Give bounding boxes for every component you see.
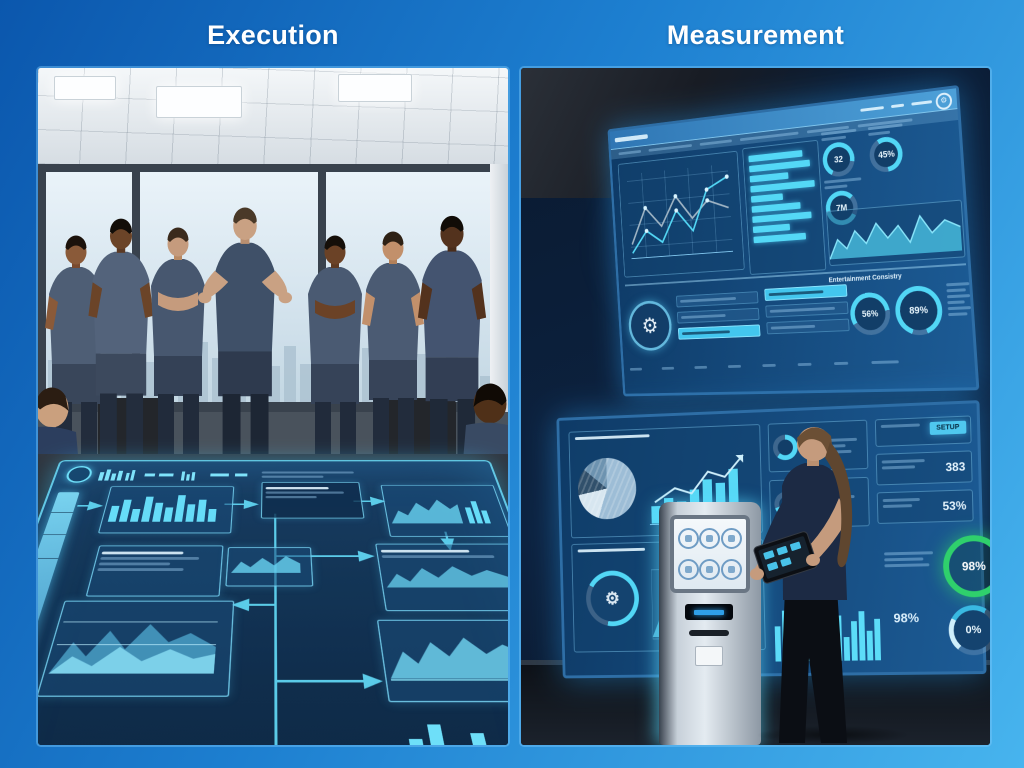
kiosk-card-slot bbox=[689, 630, 729, 636]
flow-box-text bbox=[85, 545, 224, 597]
kpi-donut: 32 bbox=[821, 140, 856, 179]
ceiling-light bbox=[338, 74, 412, 102]
dashboard-lower-band: ⚙ Entertainment Consistry 56% 89% bbox=[625, 273, 971, 360]
gauge-donut: 56% bbox=[849, 291, 892, 336]
text-lines bbox=[868, 122, 911, 136]
person bbox=[151, 227, 205, 486]
list-row bbox=[766, 318, 850, 335]
highlighted-row bbox=[764, 284, 848, 301]
h-bar bbox=[749, 159, 811, 173]
kiosk-led-display bbox=[685, 604, 733, 620]
gear-icon: ⚙ bbox=[935, 91, 953, 111]
flow-box-area-chart bbox=[380, 484, 508, 537]
text-lines bbox=[380, 549, 508, 558]
stat-value: 53% bbox=[942, 498, 967, 514]
flow-bar-chart bbox=[408, 724, 499, 745]
value-column bbox=[946, 279, 974, 319]
ceiling bbox=[38, 68, 508, 164]
list-row bbox=[675, 291, 759, 308]
wall-pillar bbox=[490, 164, 508, 456]
holo-surface bbox=[38, 460, 508, 745]
flow-box-area-chart bbox=[376, 619, 508, 703]
stat-value: 383 bbox=[945, 459, 966, 475]
flow-box-bar-chart bbox=[97, 486, 235, 534]
flow-box-layered-area bbox=[38, 600, 235, 697]
h-bar bbox=[749, 172, 789, 183]
h-bar bbox=[752, 223, 791, 234]
flow-box-mini-area bbox=[225, 547, 314, 587]
text-lines bbox=[97, 551, 218, 571]
kiosk-app-icon bbox=[678, 559, 700, 580]
text-lines bbox=[860, 97, 933, 114]
gear-badge-icon: ⚙ bbox=[627, 299, 673, 352]
flow-box-text bbox=[260, 482, 365, 519]
person bbox=[88, 218, 154, 491]
kiosk-app-icon bbox=[699, 528, 721, 549]
text-lines bbox=[265, 487, 358, 499]
analytics-screen-top: ⚙ bbox=[607, 84, 980, 397]
setup-button: SETUP bbox=[929, 420, 967, 436]
kiosk-screen bbox=[670, 515, 750, 593]
section-title: Entertainment Consistry bbox=[828, 273, 902, 285]
person bbox=[308, 235, 362, 494]
kpi-tile: 32 bbox=[820, 125, 865, 179]
text-lines bbox=[824, 177, 865, 190]
kiosk-app-icon bbox=[699, 559, 721, 580]
line-chart bbox=[619, 152, 743, 275]
kiosk-app-icon bbox=[678, 528, 700, 549]
line-chart-card bbox=[617, 150, 745, 278]
execution-title: Execution bbox=[207, 20, 339, 50]
tablet bbox=[753, 531, 818, 584]
h-bar bbox=[750, 179, 815, 193]
h-bar bbox=[753, 232, 807, 244]
gear-ring: ⚙ bbox=[585, 570, 640, 627]
h-bar bbox=[752, 211, 812, 223]
measurement-title: Measurement bbox=[666, 20, 845, 50]
highlighted-row bbox=[677, 324, 761, 340]
area-chart-card bbox=[826, 199, 966, 267]
kiosk-app-icon bbox=[720, 528, 742, 549]
green-kpi-circle: 98% bbox=[942, 534, 990, 598]
ceiling-light bbox=[54, 76, 116, 100]
ring-gauge: 0% bbox=[948, 604, 990, 656]
kiosk-terminal bbox=[659, 502, 761, 745]
person bbox=[362, 231, 424, 490]
flow-box-notes-area bbox=[375, 543, 508, 612]
execution-photo bbox=[38, 68, 508, 745]
kpi-tile: 45% bbox=[868, 120, 913, 174]
ceiling-light bbox=[156, 86, 242, 118]
hbar-chart-card bbox=[742, 139, 827, 275]
kiosk-receipt bbox=[695, 646, 723, 666]
holo-table-display bbox=[38, 456, 508, 745]
brand-mark bbox=[614, 131, 651, 145]
analyst-with-tablet bbox=[750, 427, 853, 743]
h-bar bbox=[750, 193, 784, 203]
text-lines bbox=[820, 128, 862, 142]
settings-rows bbox=[675, 291, 761, 344]
area-chart bbox=[827, 201, 962, 263]
measurement-photo: ⚙ bbox=[521, 68, 990, 745]
pie-chart bbox=[577, 456, 637, 521]
team-group bbox=[38, 207, 508, 496]
h-bar bbox=[751, 202, 801, 213]
kpi-donut: 45% bbox=[868, 135, 905, 174]
person-speaker bbox=[197, 207, 293, 496]
list-row bbox=[676, 307, 760, 324]
settings-rows bbox=[764, 284, 850, 339]
list-row bbox=[765, 301, 849, 318]
kiosk-app-icon bbox=[720, 559, 742, 580]
gauge-donut: 89% bbox=[893, 284, 944, 336]
